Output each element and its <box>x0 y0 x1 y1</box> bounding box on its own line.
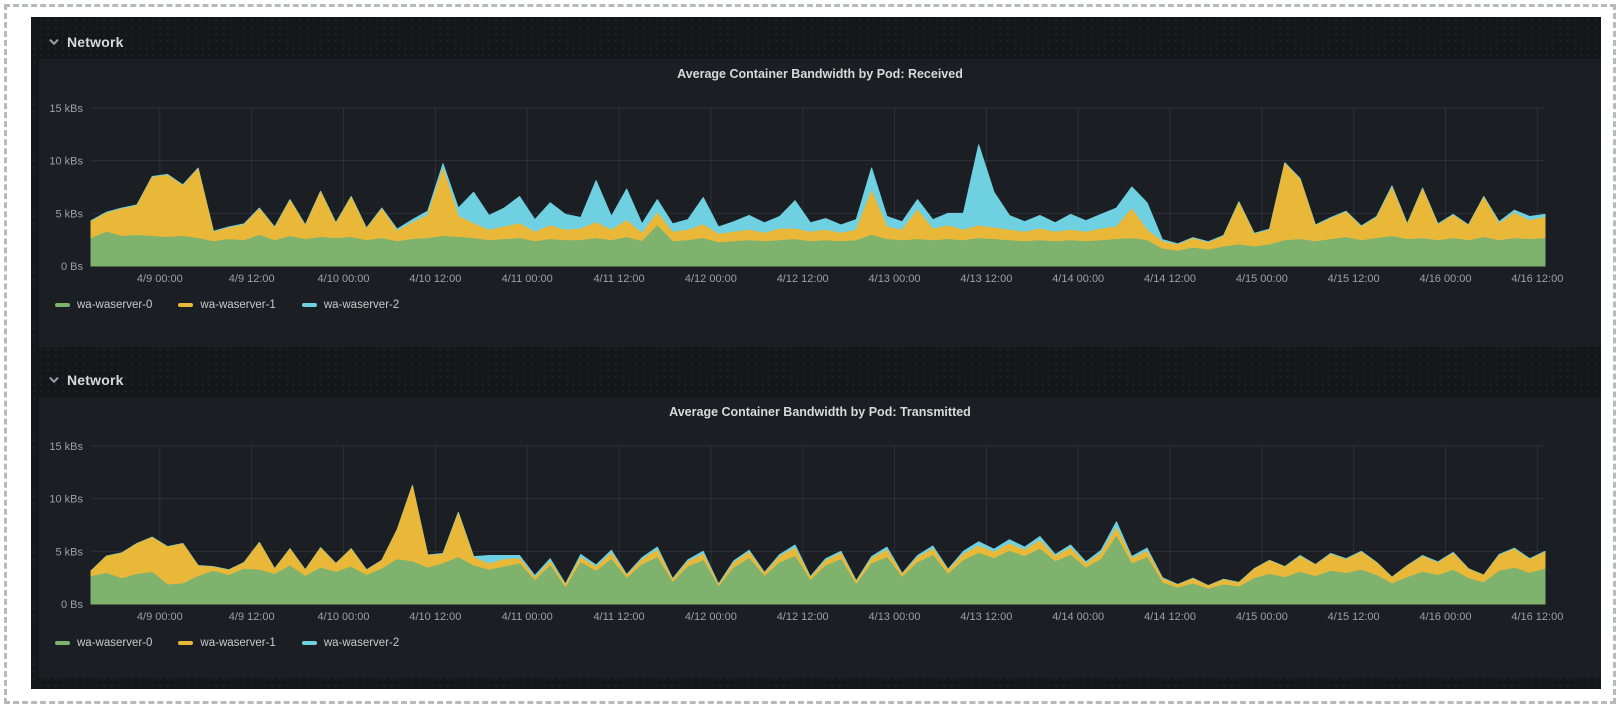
row-title: Network <box>67 372 124 388</box>
svg-text:4/12 12:00: 4/12 12:00 <box>777 611 829 623</box>
svg-text:4/13 12:00: 4/13 12:00 <box>960 273 1012 285</box>
legend-item-wa-waserver-2[interactable]: wa-waserver-2 <box>301 299 400 311</box>
svg-text:10 kBs: 10 kBs <box>49 156 83 168</box>
svg-text:4/12 00:00: 4/12 00:00 <box>685 611 737 623</box>
svg-text:4/13 00:00: 4/13 00:00 <box>869 611 921 623</box>
legend-swatch <box>301 303 317 307</box>
svg-text:4/11 00:00: 4/11 00:00 <box>502 611 553 623</box>
svg-text:4/14 00:00: 4/14 00:00 <box>1052 273 1104 285</box>
legend-item-wa-waserver-0[interactable]: wa-waserver-0 <box>55 299 152 311</box>
legend-swatch <box>301 641 317 645</box>
svg-text:4/14 12:00: 4/14 12:00 <box>1144 611 1196 623</box>
screenshot-frame: Network Average Container Bandwidth by P… <box>4 4 1616 704</box>
svg-text:4/13 00:00: 4/13 00:00 <box>869 273 921 285</box>
svg-text:4/16 12:00: 4/16 12:00 <box>1511 273 1563 285</box>
legend: wa-waserver-0 wa-waserver-1 wa-waserver-2 <box>39 637 1601 649</box>
legend-label: wa-waserver-2 <box>323 299 400 311</box>
svg-text:4/15 12:00: 4/15 12:00 <box>1328 611 1380 623</box>
svg-text:4/15 00:00: 4/15 00:00 <box>1236 611 1288 623</box>
svg-text:4/11 12:00: 4/11 12:00 <box>593 611 644 623</box>
svg-text:4/16 00:00: 4/16 00:00 <box>1420 273 1472 285</box>
svg-text:5 kBs: 5 kBs <box>55 546 83 558</box>
svg-text:4/10 00:00: 4/10 00:00 <box>318 273 370 285</box>
svg-text:4/15 12:00: 4/15 12:00 <box>1328 273 1380 285</box>
legend-label: wa-waserver-1 <box>200 299 276 311</box>
dashboard-canvas: Network Average Container Bandwidth by P… <box>31 17 1601 689</box>
legend-label: wa-waserver-2 <box>323 637 400 649</box>
legend: wa-waserver-0 wa-waserver-1 wa-waserver-2 <box>39 299 1601 311</box>
svg-text:4/14 12:00: 4/14 12:00 <box>1144 273 1196 285</box>
svg-text:4/9 12:00: 4/9 12:00 <box>229 273 275 285</box>
svg-text:4/10 12:00: 4/10 12:00 <box>409 611 461 623</box>
svg-text:4/10 12:00: 4/10 12:00 <box>409 273 461 285</box>
legend-swatch <box>55 303 70 307</box>
svg-text:10 kBs: 10 kBs <box>49 494 83 506</box>
legend-swatch <box>55 641 70 645</box>
time-series-chart-transmitted[interactable]: 4/9 00:00 4/9 12:00 4/10 00:00 4/10 12:00 4/… <box>39 423 1601 629</box>
row-header-network[interactable]: Network <box>39 25 1601 59</box>
panel-title-received: Average Container Bandwidth by Pod: Rece… <box>677 67 963 81</box>
svg-text:0 Bs: 0 Bs <box>61 261 84 273</box>
dashboard-row-network-transmitted: Network Average Container Bandwidth by P… <box>39 363 1601 678</box>
svg-text:4/12 12:00: 4/12 12:00 <box>777 273 829 285</box>
row-header-network[interactable]: Network <box>39 363 1601 397</box>
legend-label: wa-waserver-0 <box>77 637 153 649</box>
legend-item-wa-waserver-0[interactable]: wa-waserver-0 <box>55 637 152 649</box>
svg-text:0 Bs: 0 Bs <box>61 599 84 611</box>
legend-item-wa-waserver-1[interactable]: wa-waserver-1 <box>178 637 276 649</box>
svg-text:4/11 12:00: 4/11 12:00 <box>593 273 644 285</box>
svg-text:4/11 00:00: 4/11 00:00 <box>502 273 553 285</box>
svg-text:4/15 00:00: 4/15 00:00 <box>1236 273 1288 285</box>
svg-text:4/12 00:00: 4/12 00:00 <box>685 273 737 285</box>
svg-text:4/14 00:00: 4/14 00:00 <box>1052 611 1104 623</box>
legend-label: wa-waserver-1 <box>200 637 276 649</box>
svg-text:4/9 00:00: 4/9 00:00 <box>137 273 183 285</box>
legend-swatch <box>178 641 194 645</box>
panel-received: Average Container Bandwidth by Pod: Rece… <box>39 59 1601 347</box>
legend-label: wa-waserver-0 <box>77 299 153 311</box>
svg-text:5 kBs: 5 kBs <box>55 208 83 220</box>
panel-title-transmitted: Average Container Bandwidth by Pod: Tran… <box>669 405 971 419</box>
legend-item-wa-waserver-1[interactable]: wa-waserver-1 <box>178 299 276 311</box>
svg-text:4/13 12:00: 4/13 12:00 <box>960 611 1012 623</box>
panel-transmitted: Average Container Bandwidth by Pod: Tran… <box>39 397 1601 678</box>
svg-text:4/9 12:00: 4/9 12:00 <box>229 611 275 623</box>
svg-text:4/16 12:00: 4/16 12:00 <box>1511 611 1563 623</box>
svg-text:4/16 00:00: 4/16 00:00 <box>1420 611 1472 623</box>
time-series-chart-received[interactable]: 4/9 00:00 4/9 12:00 4/10 00:00 4/10 12:00 4/… <box>39 85 1601 291</box>
chevron-down-icon <box>47 373 61 387</box>
legend-swatch <box>178 303 194 307</box>
chevron-down-icon <box>47 35 61 49</box>
svg-text:15 kBs: 15 kBs <box>49 103 83 115</box>
row-title: Network <box>67 34 124 50</box>
svg-text:4/10 00:00: 4/10 00:00 <box>318 611 370 623</box>
svg-text:15 kBs: 15 kBs <box>49 441 83 453</box>
svg-text:4/9 00:00: 4/9 00:00 <box>137 611 183 623</box>
legend-item-wa-waserver-2[interactable]: wa-waserver-2 <box>301 637 400 649</box>
dashboard-row-network-received: Network Average Container Bandwidth by P… <box>39 25 1601 347</box>
